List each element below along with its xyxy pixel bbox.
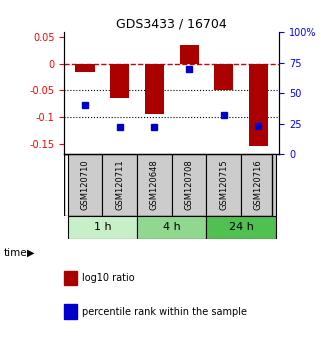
Bar — [206, 154, 241, 216]
Bar — [68, 154, 102, 216]
Bar — [137, 216, 206, 239]
Bar — [75, 64, 95, 72]
Text: ▶: ▶ — [27, 248, 35, 258]
Text: GSM120648: GSM120648 — [150, 160, 159, 210]
Text: GSM120711: GSM120711 — [115, 160, 124, 210]
Bar — [172, 154, 206, 216]
Text: time: time — [3, 248, 27, 258]
Text: log10 ratio: log10 ratio — [82, 273, 134, 283]
Bar — [206, 216, 276, 239]
Text: 24 h: 24 h — [229, 222, 254, 232]
Bar — [68, 216, 137, 239]
Text: GSM120716: GSM120716 — [254, 160, 263, 210]
Text: GSM120708: GSM120708 — [185, 160, 194, 210]
Bar — [137, 154, 172, 216]
Text: GSM120715: GSM120715 — [219, 160, 228, 210]
Bar — [179, 45, 199, 64]
Text: GSM120710: GSM120710 — [81, 160, 90, 210]
Bar — [145, 64, 164, 114]
Text: 4 h: 4 h — [163, 222, 181, 232]
Bar — [241, 154, 276, 216]
Bar — [102, 154, 137, 216]
Text: 1 h: 1 h — [93, 222, 111, 232]
Bar — [214, 64, 233, 91]
Text: percentile rank within the sample: percentile rank within the sample — [82, 307, 247, 316]
Bar — [249, 64, 268, 147]
Title: GDS3433 / 16704: GDS3433 / 16704 — [116, 18, 227, 31]
Bar — [110, 64, 129, 98]
